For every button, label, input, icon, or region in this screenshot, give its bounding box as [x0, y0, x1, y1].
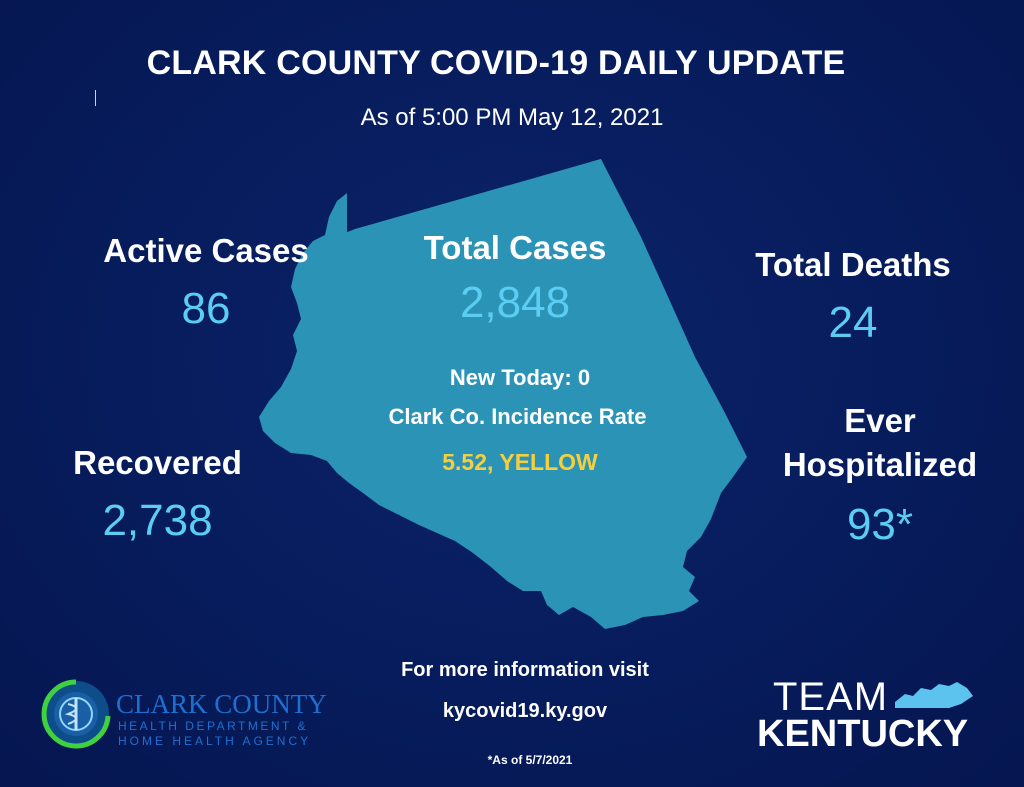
- total-cases-value: 2,848: [459, 278, 571, 327]
- active-cases-label: Active Cases: [103, 232, 309, 269]
- more-info-text: For more information visit: [401, 659, 649, 681]
- new-today-text: New Today: 0: [449, 365, 591, 390]
- kentucky-word: KENTUCKY: [757, 713, 968, 752]
- incidence-rate-label: Clark Co. Incidence Rate: [388, 404, 647, 429]
- recovered-label: Recovered: [73, 444, 242, 481]
- team-word: TEAM: [773, 675, 888, 719]
- page-title: CLARK COUNTY COVID-19 DAILY UPDATE: [146, 44, 846, 82]
- ever-hospitalized-label-line2: Hospitalized: [782, 446, 978, 483]
- text-cursor-mark: [95, 90, 96, 106]
- info-website-link[interactable]: kycovid19.ky.gov: [442, 700, 608, 722]
- total-deaths-value: 24: [828, 298, 878, 347]
- ever-hospitalized-value: 93*: [846, 500, 914, 549]
- total-cases-label: Total Cases: [423, 229, 607, 266]
- as-of-timestamp: As of 5:00 PM May 12, 2021: [360, 104, 664, 131]
- active-cases-value: 86: [181, 284, 231, 333]
- total-deaths-label: Total Deaths: [755, 246, 951, 283]
- footnote: *As of 5/7/2021: [487, 753, 573, 767]
- health-dept-name: CLARK COUNTY: [116, 689, 327, 719]
- kentucky-state-icon: [895, 682, 973, 708]
- clark-county-map: [259, 159, 747, 629]
- team-kentucky-logo: TEAM KENTUCKY: [757, 675, 973, 752]
- health-dept-sub1: HEALTH DEPARTMENT &: [118, 719, 308, 733]
- incidence-rate-value: 5.52, YELLOW: [442, 449, 598, 475]
- health-dept-sub2: HOME HEALTH AGENCY: [118, 734, 311, 748]
- clark-county-health-logo: CLARK COUNTY HEALTH DEPARTMENT & HOME HE…: [41, 679, 327, 749]
- ever-hospitalized-label-line1: Ever: [844, 402, 916, 439]
- recovered-value: 2,738: [102, 496, 213, 545]
